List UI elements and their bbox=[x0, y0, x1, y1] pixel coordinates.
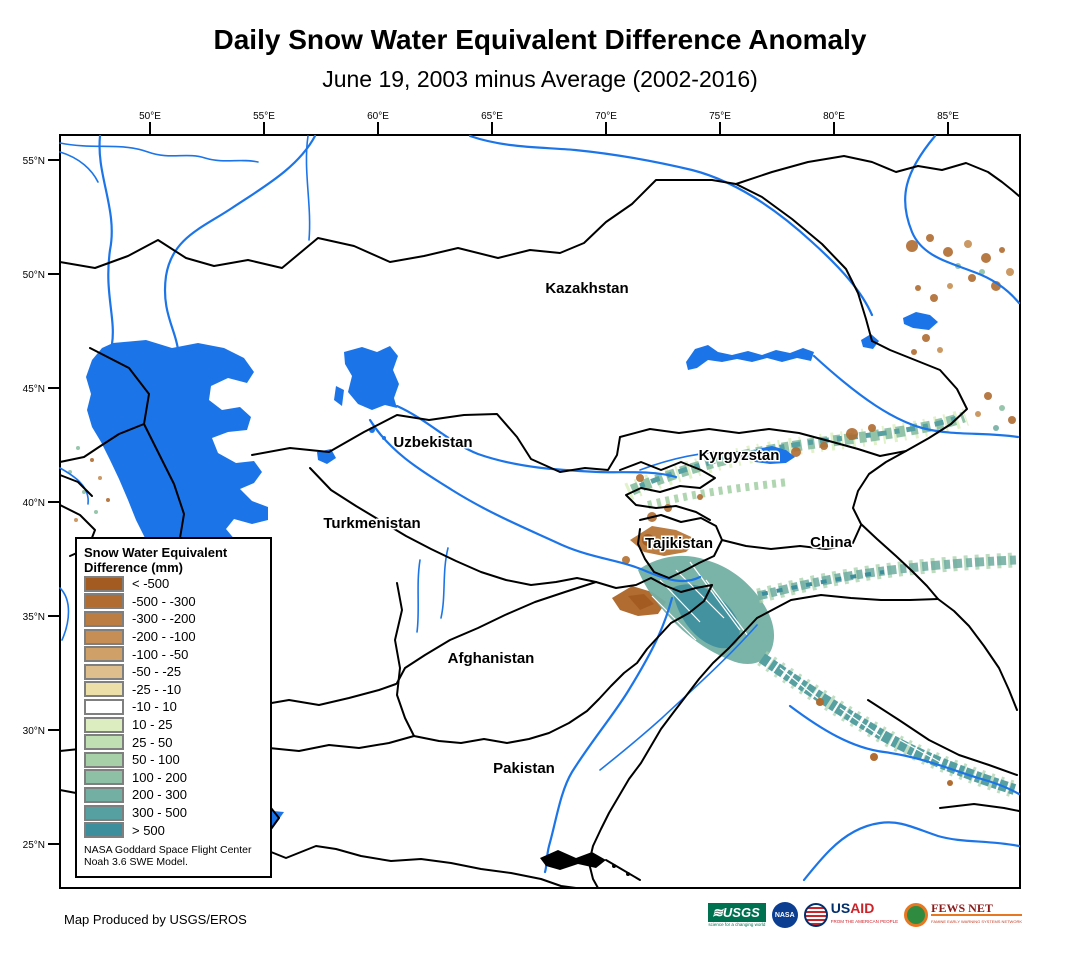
usaid-emblem-icon bbox=[803, 903, 828, 927]
country-labels: Kazakhstan Uzbekistan Turkmenistan Kyrgy… bbox=[322, 279, 854, 779]
logo-strip: ≋USGS science for a changing world NASA … bbox=[708, 901, 1022, 928]
lake-issyk-kul bbox=[747, 446, 795, 464]
lon-tick-label: 70°E bbox=[595, 111, 617, 122]
nasa-logo: NASA bbox=[771, 902, 798, 928]
usgs-logo: ≋USGS science for a changing world bbox=[708, 902, 766, 927]
country-label-kyrgyzstan: Kyrgyzstan bbox=[699, 447, 780, 464]
legend-row: -10 - 10 bbox=[84, 698, 263, 716]
rann-of-kutch-marsh bbox=[540, 850, 606, 870]
lon-tick-label: 60°E bbox=[367, 111, 389, 122]
legend-swatch bbox=[84, 734, 124, 751]
legend-swatch bbox=[84, 646, 124, 663]
legend-swatch bbox=[84, 769, 124, 786]
fews-globe-icon bbox=[904, 903, 929, 927]
legend-swatch bbox=[84, 698, 124, 715]
lat-tick-label: 55°N bbox=[23, 156, 45, 167]
lat-tick-label: 35°N bbox=[23, 612, 45, 623]
legend-swatch bbox=[84, 822, 124, 839]
lat-tick-label: 40°N bbox=[23, 498, 45, 509]
lake-balkhash bbox=[686, 345, 814, 370]
usaid-logo: USAID FROM THE AMERICAN PEOPLE bbox=[803, 901, 898, 928]
country-borders bbox=[59, 155, 1020, 889]
legend-row: 100 - 200 bbox=[84, 769, 263, 787]
legend-row: > 500 bbox=[84, 821, 263, 839]
lake-sarykamysh bbox=[317, 449, 336, 464]
legend-swatch bbox=[84, 681, 124, 698]
lon-tick-label: 65°E bbox=[481, 111, 503, 122]
legend-box: Snow Water Equivalent Difference (mm) < … bbox=[75, 537, 272, 878]
country-label-kazakhstan: Kazakhstan bbox=[545, 280, 628, 297]
lon-tick-label: 80°E bbox=[823, 111, 845, 122]
legend-swatch bbox=[84, 593, 124, 610]
legend-row: 200 - 300 bbox=[84, 786, 263, 804]
legend-swatch bbox=[84, 786, 124, 803]
country-label-tajikistan: Tajikistan bbox=[645, 535, 713, 552]
map-credit: Map Produced by USGS/EROS bbox=[64, 912, 247, 927]
page-subtitle: June 19, 2003 minus Average (2002-2016) bbox=[322, 66, 758, 92]
legend-row: -500 - -300 bbox=[84, 593, 263, 611]
lat-tick-label: 50°N bbox=[23, 270, 45, 281]
lat-tick-label: 30°N bbox=[23, 726, 45, 737]
legend-swatch bbox=[84, 716, 124, 733]
legend-title-line2: Difference (mm) bbox=[84, 560, 183, 575]
legend-row: 10 - 25 bbox=[84, 716, 263, 734]
lon-tick-label: 50°E bbox=[139, 111, 161, 122]
fews-net-logo: FEWS NET FAMINE EARLY WARNING SYSTEMS NE… bbox=[904, 902, 1022, 928]
page-title: Daily Snow Water Equivalent Difference A… bbox=[213, 24, 867, 55]
legend-row: -100 - -50 bbox=[84, 645, 263, 663]
left-axis: 55°N 50°N 45°N 40°N 35°N 30°N 25°N bbox=[23, 156, 60, 851]
top-axis: 50°E 55°E 60°E 65°E 70°E 75°E 80°E 85°E bbox=[139, 111, 959, 134]
legend-swatch bbox=[84, 628, 124, 645]
legend-row: -50 - -25 bbox=[84, 663, 263, 681]
legend-note: NASA Goddard Space Flight Center Noah 3.… bbox=[84, 843, 252, 869]
lon-tick-label: 55°E bbox=[253, 111, 275, 122]
legend-row: 50 - 100 bbox=[84, 751, 263, 769]
legend-swatch bbox=[84, 575, 124, 592]
legend-swatch bbox=[84, 751, 124, 768]
country-label-pakistan: Pakistan bbox=[493, 760, 555, 777]
legend-swatch bbox=[84, 663, 124, 680]
country-label-uzbekistan: Uzbekistan bbox=[393, 434, 472, 451]
legend-swatch bbox=[84, 804, 124, 821]
legend-row: 25 - 50 bbox=[84, 733, 263, 751]
country-label-turkmenistan: Turkmenistan bbox=[323, 515, 420, 532]
lon-tick-label: 75°E bbox=[709, 111, 731, 122]
lat-tick-label: 45°N bbox=[23, 384, 45, 395]
legend-row: 300 - 500 bbox=[84, 804, 263, 822]
lake-alakol bbox=[861, 334, 879, 349]
legend-row: -25 - -10 bbox=[84, 681, 263, 699]
lake-zaysan bbox=[903, 312, 938, 330]
legend-row: -200 - -100 bbox=[84, 628, 263, 646]
legend-row: -300 - -200 bbox=[84, 610, 263, 628]
aral-sea bbox=[344, 346, 399, 410]
lat-tick-label: 25°N bbox=[23, 840, 45, 851]
country-label-afghanistan: Afghanistan bbox=[448, 650, 535, 667]
country-label-china: China bbox=[810, 534, 852, 551]
rivers bbox=[59, 134, 1021, 882]
legend-row: < -500 bbox=[84, 575, 263, 593]
legend-title-line1: Snow Water Equivalent bbox=[84, 545, 228, 560]
legend-swatch bbox=[84, 610, 124, 627]
lon-tick-label: 85°E bbox=[937, 111, 959, 122]
